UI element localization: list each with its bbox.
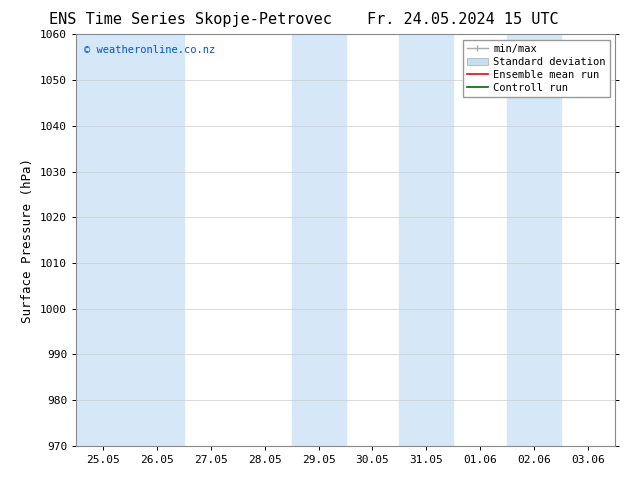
Text: ENS Time Series Skopje-Petrovec: ENS Time Series Skopje-Petrovec [49,12,332,27]
Bar [292,34,346,446]
Legend: min/max, Standard deviation, Ensemble mean run, Controll run: min/max, Standard deviation, Ensemble me… [463,40,610,97]
Text: Fr. 24.05.2024 15 UTC: Fr. 24.05.2024 15 UTC [367,12,559,27]
Text: © weatheronline.co.nz: © weatheronline.co.nz [84,45,216,54]
Bar [76,34,130,446]
Y-axis label: Surface Pressure (hPa): Surface Pressure (hPa) [22,158,34,322]
Bar [507,34,561,446]
Bar [130,34,184,446]
Bar [399,34,453,446]
